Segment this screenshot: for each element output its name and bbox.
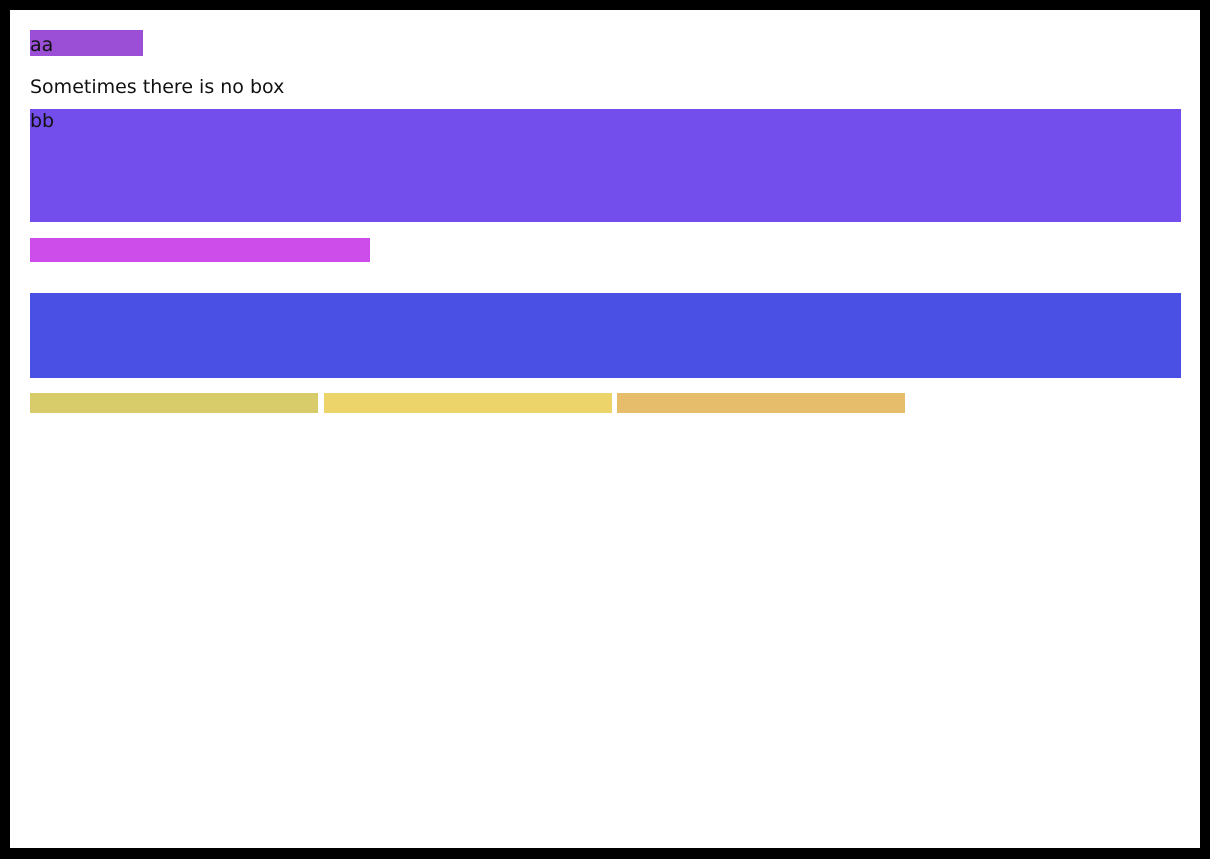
- page: aa Sometimes there is no box bb: [10, 10, 1200, 848]
- blue-block: [30, 293, 1181, 378]
- yellow-bar-2: [324, 393, 612, 413]
- box-aa: aa: [30, 30, 143, 56]
- box-bb: bb: [30, 109, 1181, 222]
- yellow-bar-3: [617, 393, 905, 413]
- magenta-bar: [30, 238, 370, 262]
- box-bb-label: bb: [30, 110, 55, 132]
- no-box-text: Sometimes there is no box: [30, 76, 285, 98]
- yellow-bar-1: [30, 393, 318, 413]
- box-aa-label: aa: [30, 34, 54, 56]
